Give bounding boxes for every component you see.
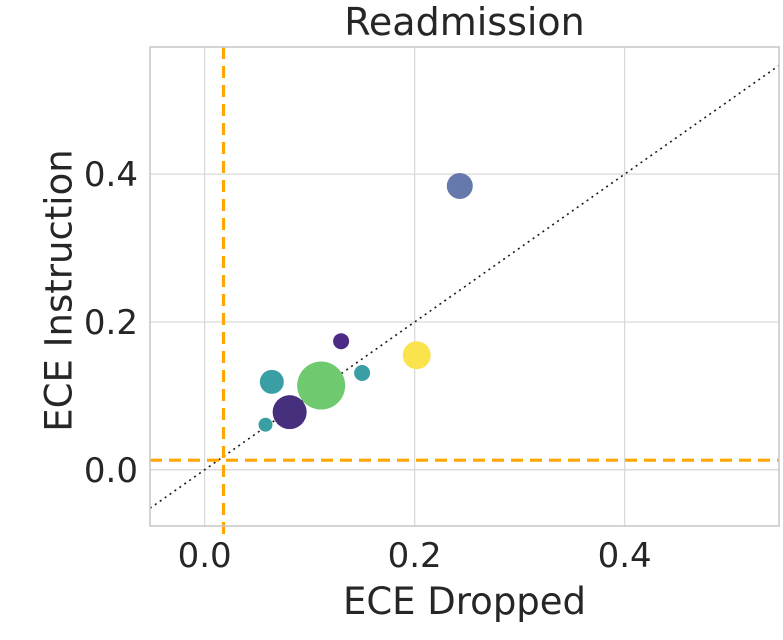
x-tick-label: 0.2 — [388, 536, 442, 576]
x-tick-label: 0.4 — [598, 536, 652, 576]
y-axis-label: ECE Instruction — [37, 149, 81, 432]
chart-title: Readmission — [344, 0, 585, 44]
scatter-point-teal — [354, 364, 371, 381]
scatter-point-green — [297, 361, 346, 410]
x-tick-label: 0.0 — [178, 536, 232, 576]
scatter-point-yellow — [402, 341, 431, 370]
scatter-point-purple — [272, 395, 307, 430]
y-tick-label: 0.2 — [84, 303, 138, 343]
scatter-point-teal — [258, 417, 273, 432]
plot-border — [149, 46, 780, 527]
y-tick-label: 0.0 — [84, 451, 138, 491]
identity-line — [149, 64, 780, 509]
x-axis-label: ECE Dropped — [342, 580, 587, 623]
scatter-point-teal — [259, 369, 284, 394]
scatter-point-purple — [333, 333, 350, 350]
y-tick-label: 0.4 — [84, 155, 138, 195]
scatter-point-slate-blue — [446, 172, 473, 199]
